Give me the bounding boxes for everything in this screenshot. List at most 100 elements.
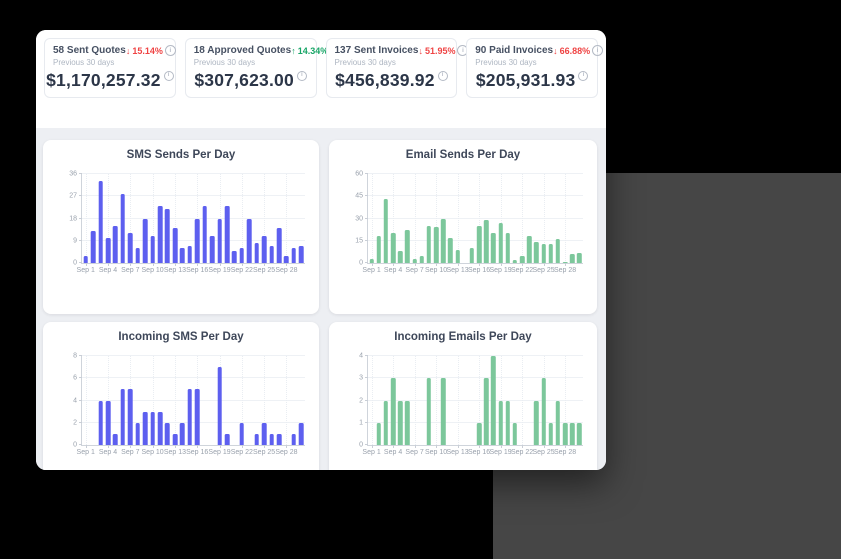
bar[interactable] [484,219,489,263]
bar[interactable] [232,250,237,263]
bar[interactable] [217,367,222,445]
bar[interactable] [448,237,453,263]
bar[interactable] [90,230,96,263]
bar[interactable] [165,208,170,263]
bar[interactable] [383,400,389,445]
bar[interactable] [298,245,304,263]
bar[interactable] [150,411,155,445]
bar[interactable] [298,422,304,445]
bar[interactable] [261,422,267,445]
bar[interactable] [441,218,446,263]
bar[interactable] [217,218,222,263]
bar[interactable] [113,225,118,263]
bar[interactable] [562,422,568,445]
bar[interactable] [555,400,561,445]
bar[interactable] [426,225,432,263]
bar[interactable] [555,239,561,263]
bar[interactable] [142,411,148,445]
bar[interactable] [455,249,460,263]
bar[interactable] [498,400,503,445]
bar[interactable] [405,230,410,263]
bar[interactable] [491,233,496,263]
bar[interactable] [142,218,148,263]
info-icon[interactable]: i [437,71,448,81]
bar[interactable] [83,255,88,263]
bar[interactable] [570,254,575,263]
bar[interactable] [512,260,518,263]
bar[interactable] [172,228,178,263]
bar[interactable] [202,206,207,263]
bar[interactable] [128,233,133,263]
bar[interactable] [398,251,403,263]
bar[interactable] [172,433,178,445]
bar[interactable] [291,433,297,445]
bar[interactable] [527,236,532,263]
bar[interactable] [120,193,126,263]
bar[interactable] [570,422,575,445]
bar[interactable] [180,248,185,263]
bar[interactable] [534,242,539,263]
bar[interactable] [476,225,482,263]
bar[interactable] [269,433,274,445]
bar[interactable] [105,238,111,263]
bar[interactable] [224,433,230,445]
bar[interactable] [194,389,200,445]
bar[interactable] [98,181,103,263]
bar[interactable] [246,218,252,263]
bar[interactable] [261,235,267,263]
bar[interactable] [548,422,553,445]
bar[interactable] [390,233,396,263]
info-icon[interactable]: i [578,71,589,81]
bar[interactable] [548,243,553,263]
bar[interactable] [441,378,446,445]
bar[interactable] [469,248,475,263]
bar[interactable] [284,255,289,263]
bar[interactable] [105,400,111,445]
bar[interactable] [224,206,230,263]
bar[interactable] [577,422,582,445]
bar[interactable] [98,400,103,445]
bar[interactable] [491,356,496,445]
bar[interactable] [254,243,259,263]
bar[interactable] [187,245,193,263]
bar[interactable] [209,235,215,263]
bar[interactable] [128,389,133,445]
bar[interactable] [433,227,439,263]
bar[interactable] [369,258,374,263]
bar[interactable] [534,400,539,445]
bar[interactable] [239,248,245,263]
bar[interactable] [390,378,396,445]
info-icon[interactable]: i [592,45,604,56]
bar[interactable] [505,233,510,263]
info-icon[interactable]: i [296,71,307,81]
bar[interactable] [276,228,282,263]
bar[interactable] [405,400,410,445]
bar[interactable] [269,245,274,263]
bar[interactable] [180,422,185,445]
bar[interactable] [150,235,155,263]
bar[interactable] [484,378,489,445]
bar[interactable] [276,433,282,445]
bar[interactable] [376,236,381,263]
bar[interactable] [383,199,389,263]
bar[interactable] [541,378,546,445]
bar[interactable] [426,378,432,445]
bar[interactable] [291,248,297,263]
bar[interactable] [135,422,141,445]
bar[interactable] [498,222,503,263]
bar[interactable] [120,389,126,445]
bar[interactable] [194,218,200,263]
bar[interactable] [135,248,141,263]
bar[interactable] [157,206,163,263]
bar[interactable] [254,433,259,445]
bar[interactable] [541,243,546,263]
bar[interactable] [165,422,170,445]
bar[interactable] [187,389,193,445]
bar[interactable] [562,261,568,263]
bar[interactable] [113,433,118,445]
bar[interactable] [157,411,163,445]
bar[interactable] [519,255,525,263]
bar[interactable] [398,400,403,445]
bar[interactable] [577,252,582,263]
bar[interactable] [476,422,482,445]
